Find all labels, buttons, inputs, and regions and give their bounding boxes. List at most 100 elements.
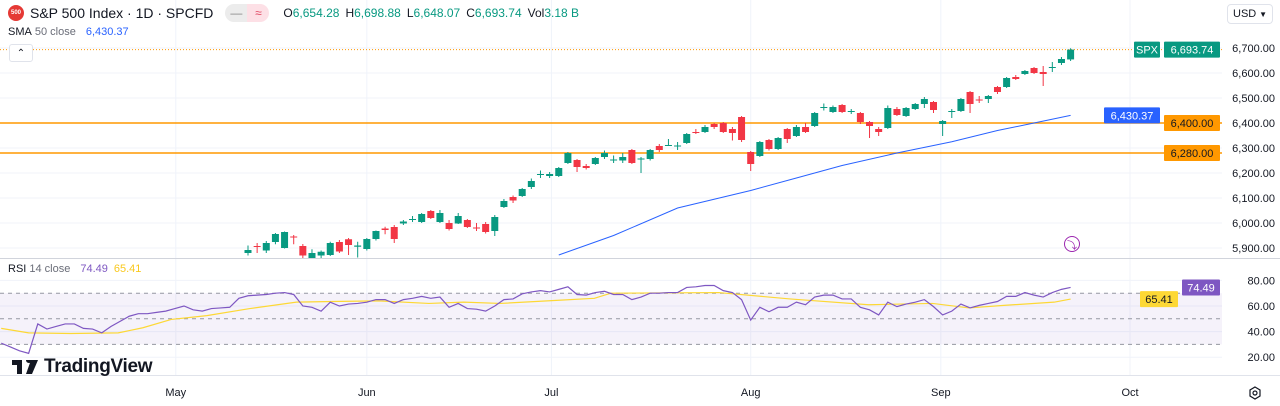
candle-up[interactable]: [271, 233, 279, 245]
candle-down[interactable]: [628, 149, 636, 164]
candle-up[interactable]: [518, 188, 526, 197]
candle-up[interactable]: [317, 250, 325, 261]
candle-down[interactable]: [710, 123, 718, 129]
candle-up[interactable]: [774, 137, 782, 150]
candle-down[interactable]: [838, 104, 846, 113]
candle-up[interactable]: [920, 97, 928, 108]
candle-up[interactable]: [527, 178, 535, 190]
candle-up[interactable]: [491, 215, 499, 236]
candle-up[interactable]: [829, 105, 837, 114]
collapse-legend-button[interactable]: ⌃: [9, 44, 33, 62]
candle-down[interactable]: [290, 235, 298, 245]
candle-down[interactable]: [509, 195, 517, 204]
rsi-line[interactable]: [0, 284, 1071, 355]
candle-down[interactable]: [427, 210, 435, 219]
currency-select[interactable]: USD ▼: [1227, 4, 1273, 24]
candle-up[interactable]: [792, 125, 800, 137]
candle-up[interactable]: [1048, 62, 1056, 72]
candle-up[interactable]: [436, 210, 444, 223]
candle-up[interactable]: [1067, 48, 1075, 61]
candle-up[interactable]: [564, 152, 572, 164]
candle-up[interactable]: [984, 95, 992, 103]
candle-up[interactable]: [683, 133, 691, 144]
price-pane[interactable]: [0, 48, 1222, 263]
candle-down[interactable]: [445, 220, 453, 231]
settings-gear-icon[interactable]: [1248, 386, 1262, 400]
candle-down[interactable]: [1039, 66, 1047, 86]
candle-up[interactable]: [409, 216, 417, 222]
candle-down[interactable]: [866, 121, 874, 138]
candle-down[interactable]: [573, 159, 581, 172]
candle-up[interactable]: [308, 249, 316, 263]
candle-up[interactable]: [500, 199, 508, 208]
candle-up[interactable]: [948, 109, 956, 118]
candle-down[interactable]: [893, 107, 901, 116]
candle-up[interactable]: [957, 98, 965, 112]
candle-up[interactable]: [399, 220, 407, 225]
time-axis[interactable]: May Jun Jul Aug Sep Oct: [165, 387, 1138, 399]
candle-up[interactable]: [884, 105, 892, 130]
candle-down[interactable]: [482, 222, 490, 234]
candle-down[interactable]: [253, 243, 261, 253]
candle-down[interactable]: [856, 112, 864, 124]
candle-up[interactable]: [281, 231, 289, 249]
candle-up[interactable]: [911, 103, 919, 110]
candle-down[interactable]: [335, 240, 343, 253]
candle-up[interactable]: [244, 245, 252, 256]
sma-legend[interactable]: SMA 50 close 6,430.37: [8, 26, 129, 38]
candle-down[interactable]: [747, 151, 755, 171]
candle-up[interactable]: [674, 142, 682, 150]
candle-down[interactable]: [299, 244, 307, 261]
candle-up[interactable]: [610, 155, 618, 164]
candle-up[interactable]: [454, 213, 462, 224]
candle-up[interactable]: [326, 241, 334, 256]
lightning-event-icon[interactable]: ⤵: [1064, 236, 1080, 252]
candle-up[interactable]: [939, 120, 947, 136]
candle-up[interactable]: [820, 103, 828, 111]
rsi-legend[interactable]: RSI 14 close 74.49 65.41: [8, 263, 141, 275]
candle-down[interactable]: [582, 164, 590, 170]
candle-up[interactable]: [811, 112, 819, 127]
candle-down[interactable]: [381, 226, 389, 235]
candle-up[interactable]: [555, 167, 563, 177]
tradingview-logo[interactable]: TradingView: [12, 356, 153, 378]
candle-down[interactable]: [345, 238, 353, 255]
candle-down[interactable]: [473, 223, 480, 231]
sma50-line[interactable]: [558, 114, 1071, 256]
candle-down[interactable]: [463, 219, 471, 228]
candle-down[interactable]: [738, 116, 746, 142]
candle-up[interactable]: [637, 157, 645, 173]
candle-up[interactable]: [372, 230, 380, 241]
rsi-pane[interactable]: [0, 284, 1222, 355]
candle-down[interactable]: [719, 122, 727, 133]
candle-up[interactable]: [1021, 70, 1029, 75]
candle-down[interactable]: [390, 225, 398, 243]
price-axis[interactable]: 6,700.00 6,600.00 6,500.00 6,400.00 6,300.00…: [1104, 41, 1275, 365]
candle-up[interactable]: [756, 141, 764, 157]
minus-icon[interactable]: —: [225, 4, 248, 22]
candle-up[interactable]: [902, 107, 910, 117]
candle-up[interactable]: [619, 153, 627, 163]
candle-up[interactable]: [701, 125, 709, 133]
candle-down[interactable]: [966, 91, 974, 113]
candle-up[interactable]: [1057, 57, 1065, 65]
candle-up[interactable]: [536, 170, 544, 179]
candle-up[interactable]: [847, 109, 855, 114]
candle-up[interactable]: [646, 149, 654, 161]
candle-down[interactable]: [930, 101, 937, 113]
candle-down[interactable]: [655, 144, 663, 152]
candle-up[interactable]: [664, 139, 672, 146]
candle-down[interactable]: [728, 127, 736, 141]
symbol-title[interactable]: S&P 500 Index · 1D · SPCFD: [30, 5, 214, 21]
chart-mode-toggle[interactable]: — ≈: [225, 4, 270, 22]
approx-icon[interactable]: ≈: [247, 4, 270, 22]
candle-down[interactable]: [802, 123, 810, 133]
candle-up[interactable]: [363, 238, 371, 251]
candle-up[interactable]: [591, 157, 599, 165]
candle-up[interactable]: [354, 241, 362, 258]
candle-up[interactable]: [600, 150, 608, 160]
candle-up[interactable]: [262, 241, 270, 253]
candle-up[interactable]: [1003, 77, 1011, 88]
candle-down[interactable]: [975, 96, 983, 103]
